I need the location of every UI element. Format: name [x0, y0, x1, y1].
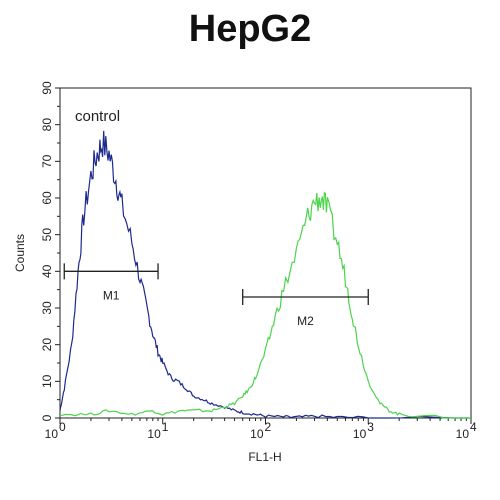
series-line-1	[59, 191, 471, 419]
x-tick-label-1: 10	[147, 427, 161, 441]
y-tick-label-7: 70	[40, 154, 54, 168]
x-tick-label-4: 10	[456, 427, 470, 441]
m1-marker-label: M1	[103, 288, 120, 302]
y-tick-label-0: 0	[40, 414, 54, 421]
x-tick-exponent-2: 2	[265, 420, 272, 434]
y-tick-label-4: 40	[40, 264, 54, 278]
x-tick-exponent-0: 0	[59, 420, 66, 434]
x-axis-title: FL1-H	[248, 450, 281, 464]
y-tick-label-2: 20	[40, 338, 54, 352]
y-tick-label-5: 50	[40, 228, 54, 242]
control-label: control	[75, 108, 120, 125]
x-tick-label-2: 10	[250, 427, 264, 441]
y-tick-label-9: 90	[40, 81, 54, 95]
x-tick-exponent-4: 4	[470, 420, 477, 434]
y-tick-label-8: 80	[40, 118, 54, 132]
chart-title: HepG2	[188, 8, 312, 50]
m2-marker-label: M2	[297, 314, 314, 328]
x-tick-label-3: 10	[353, 427, 367, 441]
y-tick-label-3: 30	[40, 301, 54, 315]
x-tick-exponent-3: 3	[367, 420, 374, 434]
y-tick-label-1: 10	[40, 374, 54, 388]
y-axis-title: Counts	[13, 234, 27, 272]
y-tick-label-6: 60	[40, 191, 54, 205]
x-tick-label-0: 10	[45, 427, 59, 441]
plot-frame	[59, 87, 472, 419]
series-line-0	[59, 130, 471, 419]
x-tick-exponent-1: 1	[162, 420, 169, 434]
